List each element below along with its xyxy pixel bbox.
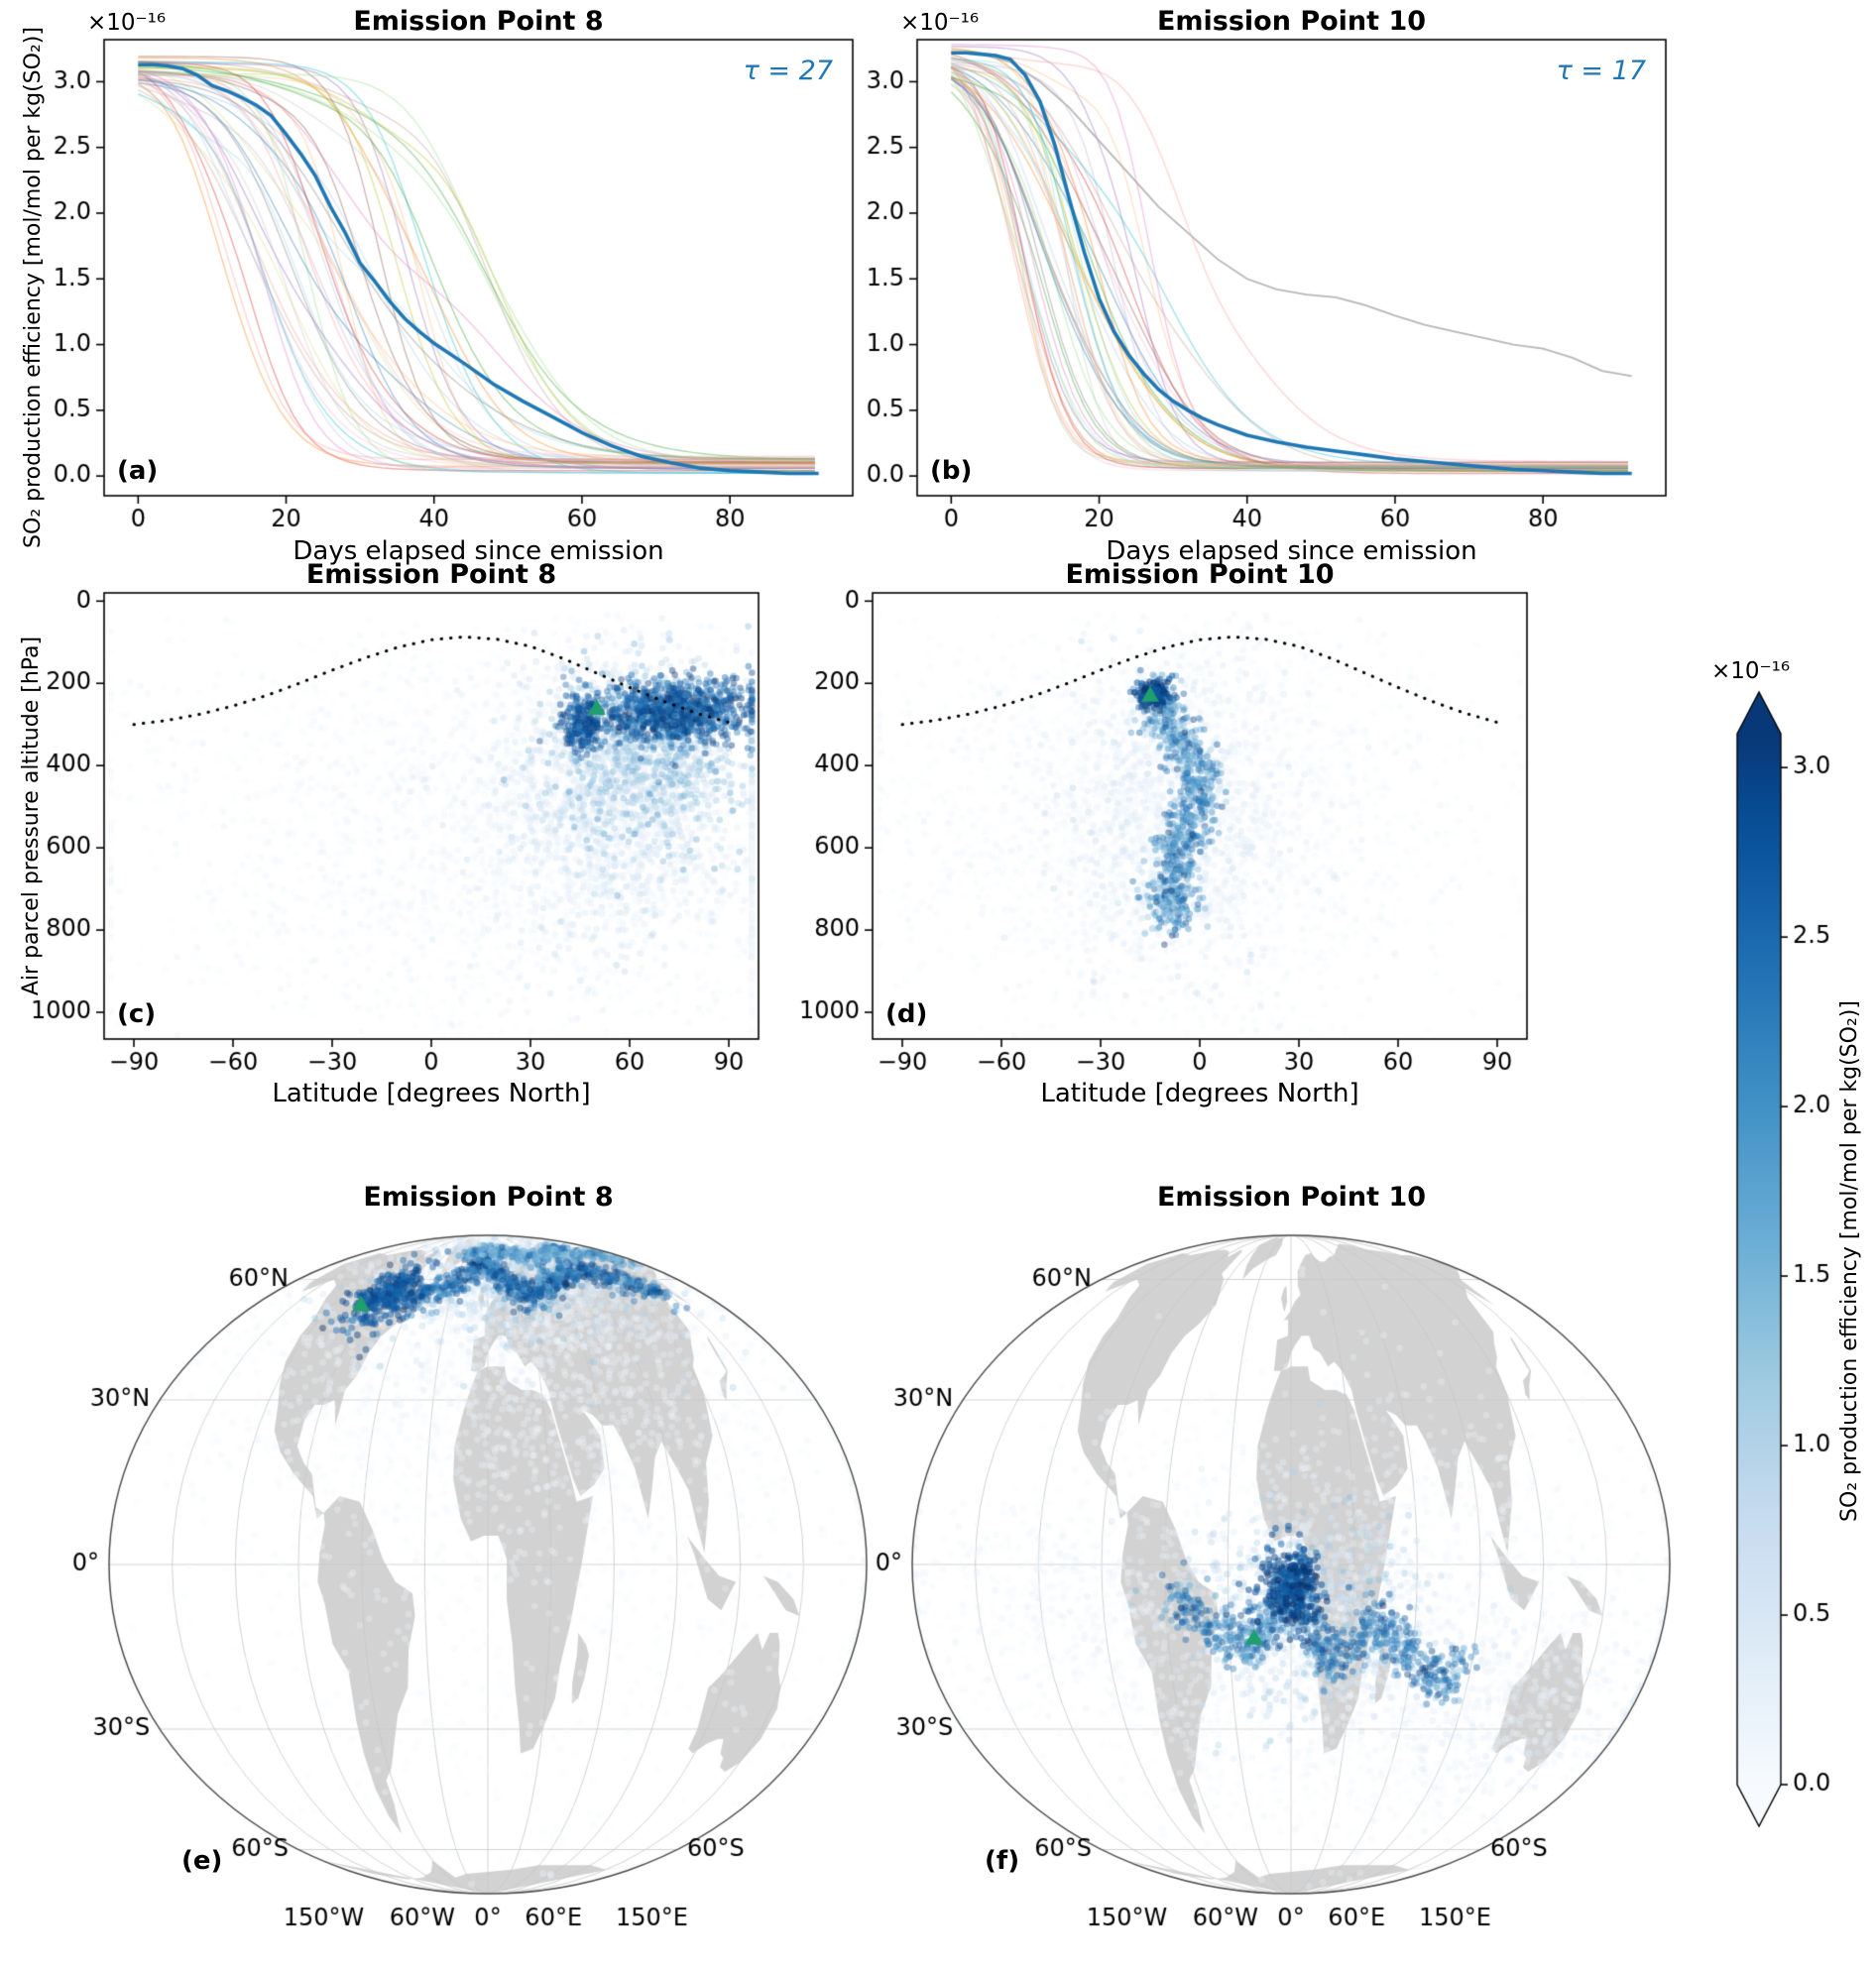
panel-c-label: (c) — [117, 999, 157, 1029]
panel-b-xlabel: Days elapsed since emission — [1106, 536, 1477, 566]
panel-d-xlabel: Latitude [degrees North] — [1040, 1079, 1359, 1108]
panel-e-title: Emission Point 8 — [363, 1182, 614, 1213]
panel-c-title: Emission Point 8 — [305, 559, 557, 590]
panel-d-title: Emission Point 10 — [1065, 559, 1335, 590]
panel-f-label: (f) — [985, 1846, 1020, 1876]
panel-e-label: (e) — [181, 1846, 223, 1876]
colorbar-label: SO₂ production efficiency [mol/mol per k… — [1837, 1000, 1862, 1522]
panel-a-title: Emission Point 8 — [353, 6, 604, 37]
panel-d-label: (d) — [885, 999, 928, 1029]
panel-b-label: (b) — [930, 456, 973, 486]
row2-ylabel: Air parcel pressure altitude [hPa] — [19, 636, 44, 996]
colorbar-offset-label: ×10⁻¹⁶ — [1711, 658, 1791, 684]
panel-b-tau-annotation: τ = 17 — [1556, 56, 1646, 86]
panel-c-xlabel: Latitude [degrees North] — [272, 1079, 591, 1108]
panel-a-offset-label: ×10⁻¹⁶ — [87, 10, 167, 36]
row1-ylabel: SO₂ production efficiency [mol/mol per k… — [21, 27, 46, 548]
panel-b-title: Emission Point 10 — [1156, 6, 1427, 37]
panel-a-xlabel: Days elapsed since emission — [293, 536, 664, 566]
panel-a-tau-annotation: τ = 27 — [743, 56, 833, 86]
panel-f-title: Emission Point 10 — [1156, 1182, 1427, 1213]
panel-a-label: (a) — [117, 456, 159, 486]
panel-b-offset-label: ×10⁻¹⁶ — [900, 10, 980, 36]
